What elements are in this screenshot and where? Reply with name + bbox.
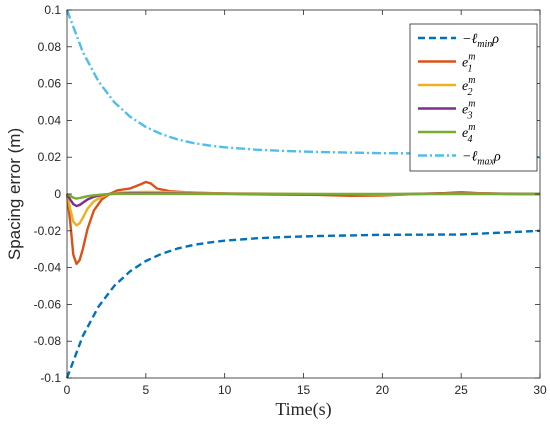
x-tick-label: 10	[218, 383, 232, 397]
legend-box	[409, 23, 538, 172]
legend-label-1: −ℓminρ	[462, 32, 499, 50]
legend-label-3: em 2	[462, 75, 475, 98]
x-axis-label: Time(s)	[275, 399, 331, 420]
y-tick-label: 0.1	[44, 3, 61, 17]
legend: −ℓminρ em 1em 2em 3em 4 −ℓmaxρ	[409, 23, 538, 172]
x-tick-label: 5	[142, 383, 149, 397]
y-tick-label: -0.02	[34, 224, 62, 238]
series-line-5	[66, 192, 540, 200]
series-line-1	[65, 229, 541, 379]
y-tick-label: 0	[54, 187, 61, 201]
x-tick-label: 0	[64, 383, 71, 397]
x-tick-label: 20	[376, 383, 390, 397]
y-tick-label: 0.08	[38, 40, 62, 54]
x-axis-ticks: 0 5 10 15 20 25 30	[64, 10, 547, 397]
x-tick-label: 30	[533, 383, 547, 397]
x-tick-label: 25	[454, 383, 468, 397]
legend-label-5: em 4	[462, 122, 475, 145]
y-tick-label: 0.06	[38, 77, 62, 91]
y-tick-label: 0.04	[38, 113, 62, 127]
x-tick-label: 15	[297, 383, 311, 397]
legend-label-6: −ℓmaxρ	[462, 150, 501, 168]
legend-label-2: em 1	[462, 52, 475, 75]
y-tick-label: -0.06	[34, 297, 62, 311]
series-line-6	[65, 9, 541, 159]
y-axis-label: Spacing error (m)	[5, 128, 24, 260]
y-axis-ticks: -0.1 -0.08 -0.06 -0.04 -0.02 0 0.02 0.04 0.06 0.0…	[34, 3, 540, 385]
series-layer	[65, 9, 541, 379]
y-tick-label: -0.08	[34, 334, 62, 348]
y-tick-label: -0.04	[34, 261, 62, 275]
y-tick-label: 0.02	[38, 150, 62, 164]
legend-label-4: em 3	[462, 99, 475, 122]
y-tick-label: -0.1	[40, 371, 61, 385]
